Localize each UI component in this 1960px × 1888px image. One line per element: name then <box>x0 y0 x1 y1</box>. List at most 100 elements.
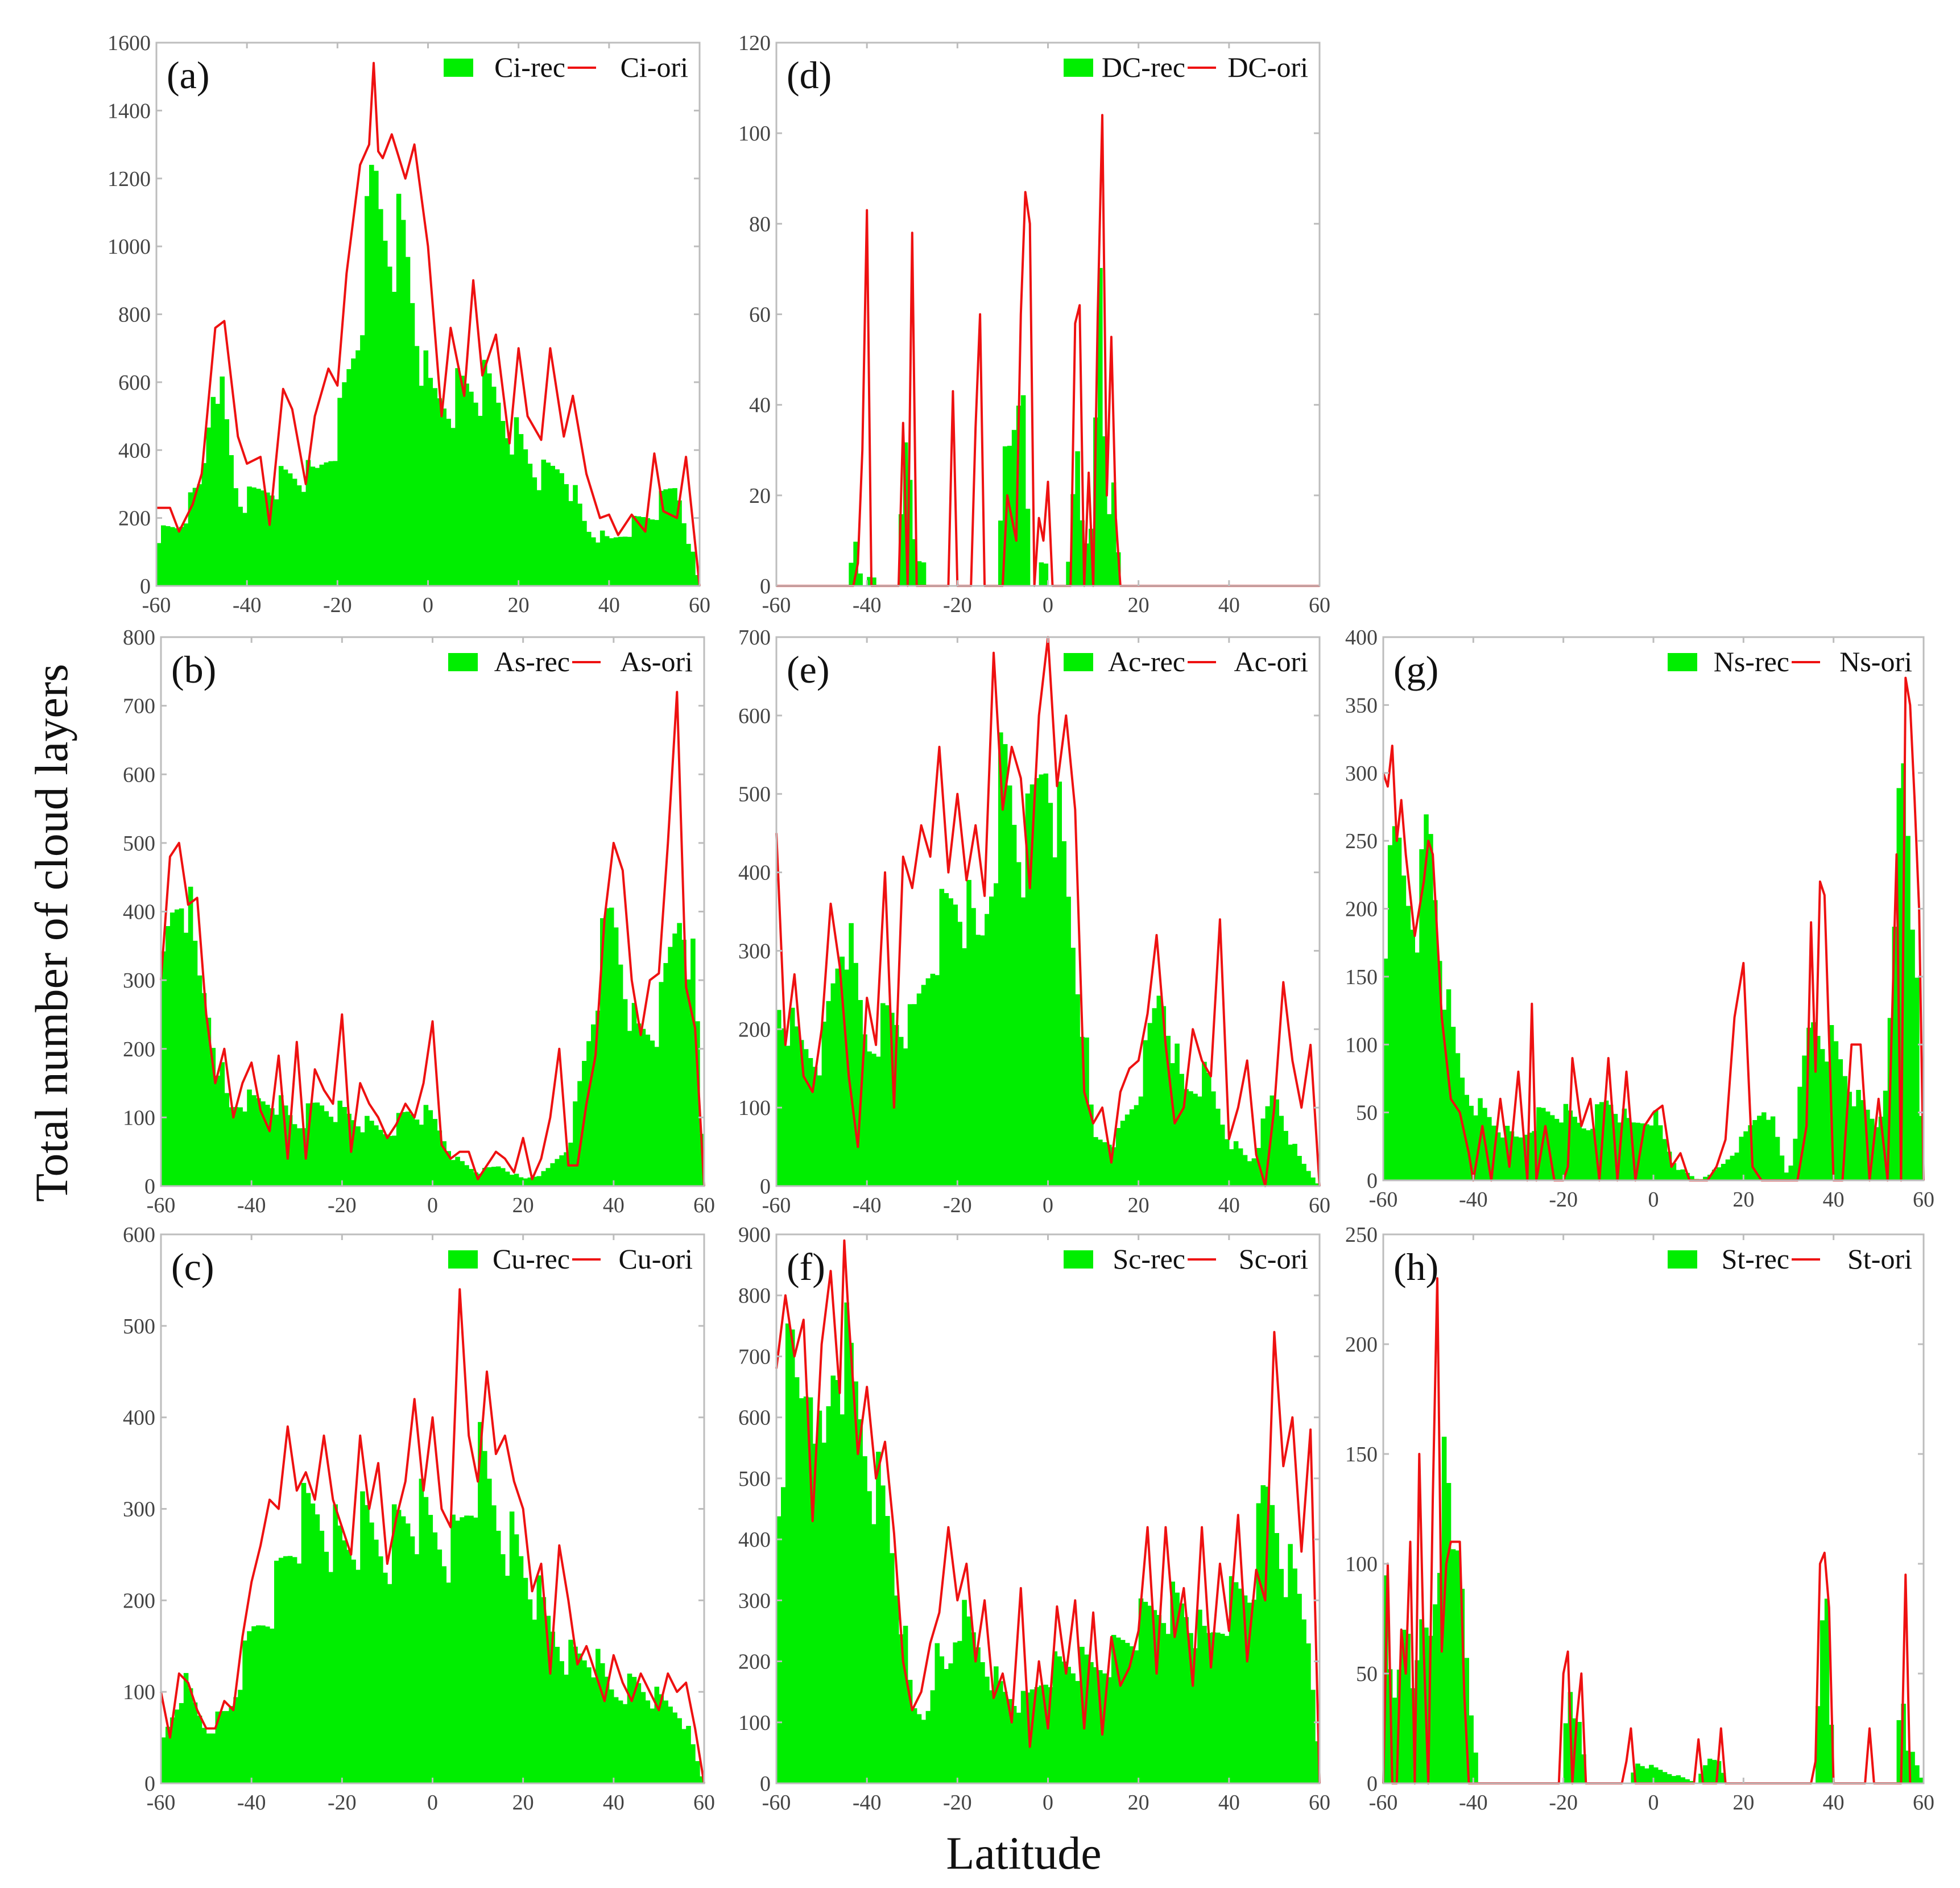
rec-bar <box>169 527 175 586</box>
rec-bar <box>446 419 451 586</box>
rec-bar <box>192 940 198 1186</box>
rec-bar <box>876 1452 881 1783</box>
rec-bar <box>912 539 917 586</box>
x-tick-label: -60 <box>762 593 791 617</box>
y-tick-label: 400 <box>123 900 155 924</box>
y-tick-label: 0 <box>1367 1169 1378 1193</box>
rec-bar <box>414 1554 420 1783</box>
rec-bar <box>1247 1602 1252 1783</box>
x-tick-label: 0 <box>427 1193 438 1217</box>
rec-bar <box>1833 1041 1839 1180</box>
rec-bar <box>487 373 492 586</box>
y-tick-label: 600 <box>738 1406 771 1430</box>
y-tick-label: 300 <box>1345 762 1378 786</box>
rec-bar <box>437 398 442 586</box>
x-tick-label: -20 <box>943 593 972 617</box>
rec-bar <box>695 1761 700 1783</box>
rec-bar <box>559 1661 564 1783</box>
x-tick-label: -20 <box>328 1791 357 1815</box>
x-tick-label: -40 <box>237 1193 266 1217</box>
rec-bar <box>1811 1022 1816 1180</box>
rec-bar <box>1070 1673 1076 1783</box>
rec-bar <box>541 1597 547 1783</box>
rec-bar <box>1387 845 1393 1180</box>
rec-bar <box>514 417 519 586</box>
rec-bar <box>808 1397 813 1783</box>
y-tick-label: 400 <box>118 439 151 462</box>
y-tick-label: 200 <box>738 1650 771 1674</box>
rec-bar <box>1450 1549 1456 1783</box>
y-tick-label: 60 <box>749 303 771 327</box>
rec-bar <box>469 1168 474 1186</box>
rec-bar <box>1043 563 1049 586</box>
rec-bar <box>1459 1077 1465 1180</box>
rec-bar <box>509 1175 515 1186</box>
rec-bar <box>631 1676 637 1783</box>
rec-bar <box>1734 1152 1739 1180</box>
rec-bar <box>690 551 696 586</box>
rec-bar <box>1469 1105 1474 1180</box>
rec-bar <box>1649 1765 1654 1783</box>
legend-ori-label: As-ori <box>620 646 693 677</box>
rec-bar <box>287 1556 293 1783</box>
rec-bar <box>663 489 668 586</box>
rec-bar <box>469 1515 474 1783</box>
rec-bar <box>957 1641 962 1783</box>
rec-bar <box>550 1163 555 1186</box>
rec-bar <box>1229 1576 1234 1783</box>
y-tick-label: 0 <box>760 1175 771 1199</box>
panel-h: -60 -40 -20 0 20 40 60 0 50 100 150 200 250 (h) St-ori… <box>1345 1223 1934 1815</box>
x-tick-label: 0 <box>1043 1193 1053 1217</box>
rec-bar <box>564 484 569 586</box>
rec-bar <box>1914 977 1920 1180</box>
rec-bar <box>1179 1073 1184 1186</box>
y-tick-label: 400 <box>1345 626 1378 650</box>
rec-bar <box>206 1018 212 1186</box>
rec-bar <box>487 1478 492 1783</box>
rec-bar <box>1860 1100 1866 1180</box>
rec-bar <box>495 1166 501 1186</box>
rec-bar <box>618 964 623 1186</box>
rec-bar <box>844 1302 849 1783</box>
rec-bar <box>1725 1159 1731 1180</box>
rec-bar <box>536 490 542 586</box>
rec-bar <box>1202 1626 1207 1783</box>
rec-bar <box>604 536 610 586</box>
rec-bar <box>573 485 578 586</box>
rec-bar <box>1577 1122 1582 1180</box>
rec-bar <box>627 1031 632 1186</box>
rec-bar <box>251 487 257 586</box>
y-tick-label: 0 <box>760 1772 771 1796</box>
rec-bar <box>1401 1630 1407 1783</box>
rec-bar <box>1052 857 1058 1186</box>
rec-bar <box>812 1067 818 1186</box>
rec-bar <box>1779 1155 1785 1180</box>
rec-bar <box>1838 1059 1843 1180</box>
y-tick-label: 100 <box>123 1680 155 1704</box>
rec-bar <box>464 1165 469 1186</box>
rec-bar <box>1107 514 1112 586</box>
rec-bar <box>328 461 333 586</box>
rec-bar <box>450 1160 456 1186</box>
rec-bar <box>1197 1096 1202 1186</box>
rec-bar <box>206 427 212 586</box>
rec-bar <box>650 1040 655 1186</box>
legend-ori-label: Ns-ori <box>1839 646 1912 677</box>
rec-bar <box>365 1505 370 1783</box>
rec-bar <box>1743 1131 1748 1180</box>
rec-bar <box>907 1680 913 1783</box>
rec-bar <box>799 1040 804 1186</box>
rec-bar <box>1206 1633 1211 1783</box>
y-tick-label: 900 <box>738 1223 771 1247</box>
rec-bar <box>1256 1503 1262 1783</box>
rec-bar <box>640 1692 646 1783</box>
rec-bar <box>1392 1697 1397 1783</box>
rec-bar <box>423 1105 429 1186</box>
rec-bar <box>360 1491 365 1783</box>
rec-bar <box>1644 1124 1649 1180</box>
x-tick-label: 40 <box>1218 1791 1240 1815</box>
rec-bar <box>1084 1037 1089 1186</box>
x-tick-label: 40 <box>1218 593 1240 617</box>
rec-bar <box>260 1625 266 1783</box>
